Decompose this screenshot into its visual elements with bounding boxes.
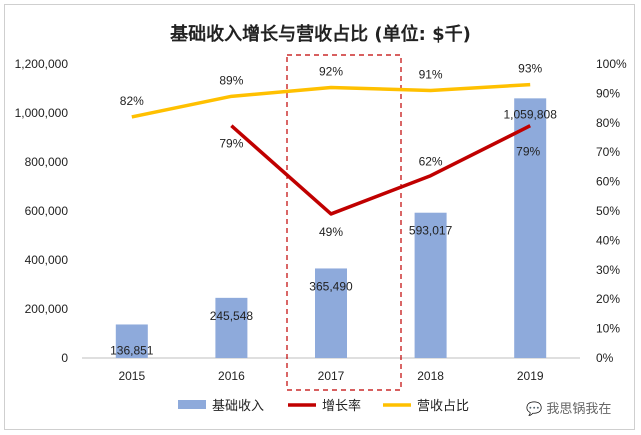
y-left-tick-label: 0 <box>61 351 68 365</box>
growth-rate-label: 62% <box>419 155 443 169</box>
revenue-share-label: 82% <box>120 94 144 108</box>
watermark: 💬 我思锅我在 <box>526 398 611 417</box>
bar-value-label: 245,548 <box>210 309 254 323</box>
bar <box>315 268 347 358</box>
bar <box>414 212 447 358</box>
legend-label: 营收占比 <box>417 399 469 414</box>
chart-frame <box>4 4 635 430</box>
x-tick-label: 2017 <box>318 369 345 383</box>
y-right-tick-label: 50% <box>596 204 620 218</box>
x-tick-label: 2019 <box>517 369 544 383</box>
growth-rate-label: 79% <box>516 145 540 159</box>
y-left-tick-label: 1,200,000 <box>15 57 69 71</box>
y-right-tick-label: 0% <box>596 351 614 365</box>
legend-label: 增长率 <box>322 398 361 414</box>
y-right-tick-label: 100% <box>596 57 627 71</box>
legend-swatch-bar <box>178 400 206 409</box>
y-right-tick-label: 90% <box>596 86 620 100</box>
y-left-tick-label: 800,000 <box>25 155 69 169</box>
growth-rate-label: 79% <box>219 137 243 151</box>
y-left-tick-label: 600,000 <box>25 204 69 218</box>
legend-label: 基础收入 <box>212 399 264 414</box>
bar-value-label: 593,017 <box>409 224 453 238</box>
highlight-box <box>286 54 402 391</box>
y-left-tick-label: 200,000 <box>25 302 69 316</box>
revenue-share-label: 93% <box>518 62 542 76</box>
y-right-tick-label: 60% <box>596 175 620 189</box>
wechat-icon: 💬 <box>526 402 543 417</box>
y-right-tick-label: 40% <box>596 233 620 247</box>
y-left-tick-label: 400,000 <box>25 253 69 267</box>
watermark-text: 我思锅我在 <box>546 402 612 417</box>
y-right-tick-label: 70% <box>596 145 620 159</box>
y-right-tick-label: 30% <box>596 263 620 277</box>
bar <box>215 297 248 358</box>
x-tick-label: 2015 <box>118 369 145 383</box>
y-right-tick-label: 10% <box>596 322 620 336</box>
bar-value-label: 1,059,808 <box>504 107 558 121</box>
y-right-tick-label: 20% <box>596 292 620 306</box>
line-series-营收占比 <box>131 82 531 119</box>
chart-title: 基础收入增长与营收占比 (单位: $千) <box>170 24 471 45</box>
revenue-share-label: 92% <box>319 65 343 79</box>
x-tick-label: 2018 <box>417 369 444 383</box>
growth-rate-label: 49% <box>319 225 343 239</box>
y-left-tick-label: 1,000,000 <box>15 106 69 120</box>
bar-value-label: 365,490 <box>309 279 353 293</box>
y-right-tick-label: 80% <box>596 116 620 130</box>
bar <box>514 98 547 358</box>
bar <box>115 324 148 358</box>
bar-value-label: 136,851 <box>110 343 154 357</box>
x-tick-label: 2016 <box>218 369 245 383</box>
revenue-share-label: 89% <box>219 73 243 87</box>
revenue-share-label: 91% <box>419 67 443 81</box>
line-series-增长率 <box>230 124 531 216</box>
